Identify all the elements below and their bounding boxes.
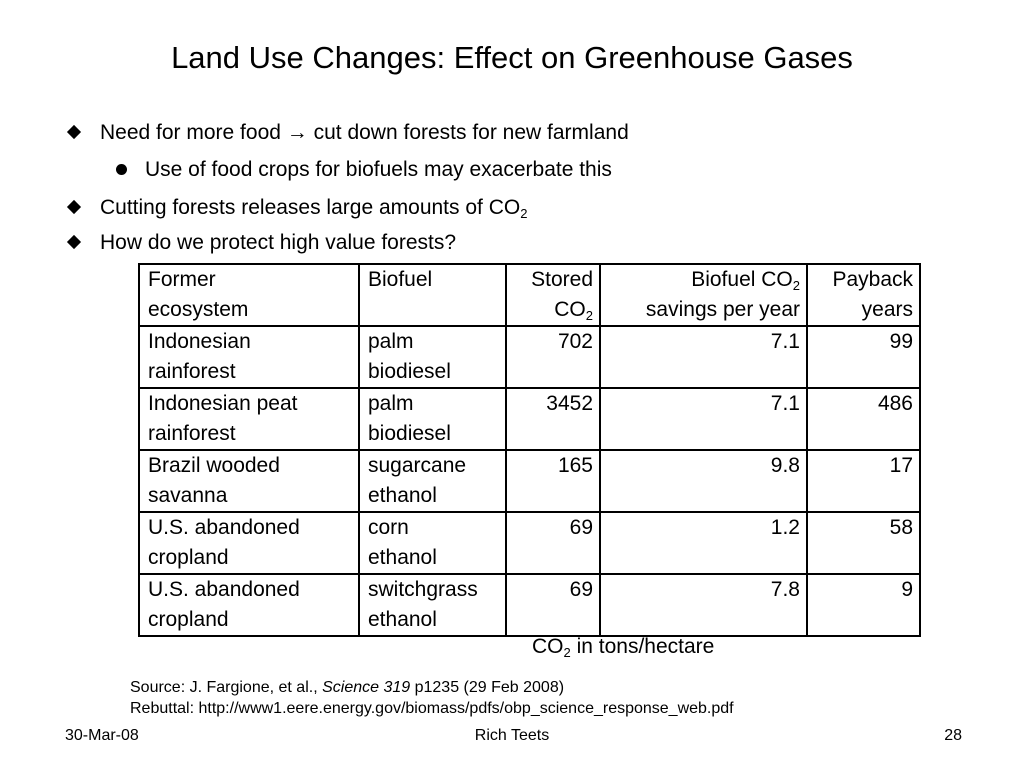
- footer-author: Rich Teets: [474, 727, 550, 744]
- bullet-text: Need for more food: [100, 121, 287, 144]
- header-biofuel: Biofuel: [358, 263, 507, 327]
- cell-biofuel: palm biodiesel: [358, 387, 507, 451]
- cell-payback: 58: [806, 511, 921, 575]
- cell-biofuel: switchgrass ethanol: [358, 573, 507, 637]
- cell-ecosystem: Indonesian peat rainforest: [138, 387, 360, 451]
- biofuel-data-table: Former ecosystem Biofuel Stored CO2 Biofue…: [138, 263, 921, 637]
- cell-payback: 486: [806, 387, 921, 451]
- cell-stored: 165: [505, 449, 601, 513]
- source-line: Source: J. Fargione, et al., Science 319…: [130, 679, 565, 696]
- cell-payback: 99: [806, 325, 921, 389]
- header-stored-co2: Stored CO2: [505, 263, 601, 327]
- header-former-ecosystem: Former ecosystem: [138, 263, 360, 327]
- table-row: Brazil wooded savanna sugarcane ethanol 16…: [138, 449, 921, 513]
- slide-title: Land Use Changes: Effect on Greenhouse G…: [171, 40, 853, 75]
- cell-savings: 7.1: [599, 387, 808, 451]
- cell-stored: 3452: [505, 387, 601, 451]
- table-row: Indonesian peat rainforest palm biodiesel …: [138, 387, 921, 451]
- cell-stored: 69: [505, 573, 601, 637]
- table-row: Indonesian rainforest palm biodiesel 702 7…: [138, 325, 921, 389]
- cell-savings: 7.1: [599, 325, 808, 389]
- right-arrow-icon: →: [286, 121, 308, 144]
- cell-savings: 1.2: [599, 511, 808, 575]
- cell-ecosystem: Indonesian rainforest: [138, 325, 360, 389]
- table-header-row: Former ecosystem Biofuel Stored CO2 Biofue…: [138, 263, 921, 327]
- cell-ecosystem: U.S. abandoned cropland: [138, 511, 360, 575]
- cell-stored: 69: [505, 511, 601, 575]
- cell-stored: 702: [505, 325, 601, 389]
- cell-savings: 7.8: [599, 573, 808, 637]
- journal-name: Science 319: [322, 679, 411, 696]
- header-biofuel-savings: Biofuel CO2 savings per year: [599, 263, 808, 327]
- cell-ecosystem: U.S. abandoned cropland: [138, 573, 360, 637]
- bullet-item-cutting: Cutting forests releases large amounts o…: [66, 194, 528, 222]
- cell-savings: 9.8: [599, 449, 808, 513]
- source-citation: Source: J. Fargione, et al., Science 319…: [130, 677, 734, 719]
- table-row: U.S. abandoned cropland switchgrass ethano…: [138, 573, 921, 637]
- header-payback-years: Payback years: [806, 263, 921, 327]
- footer-page-number: 28: [944, 727, 962, 744]
- round-bullet-icon: [116, 164, 127, 175]
- bullet-text: Cutting forests releases large amounts o…: [100, 196, 521, 219]
- units-note: CO2 in tons/hectare: [532, 635, 715, 660]
- cell-payback: 9: [806, 573, 921, 637]
- cell-ecosystem: Brazil wooded savanna: [138, 449, 360, 513]
- cell-biofuel: sugarcane ethanol: [358, 449, 507, 513]
- cell-payback: 17: [806, 449, 921, 513]
- cell-biofuel: corn ethanol: [358, 511, 507, 575]
- footer-date: 30-Mar-08: [65, 727, 139, 744]
- cell-biofuel: palm biodiesel: [358, 325, 507, 389]
- table-row: U.S. abandoned cropland corn ethanol 69 1.…: [138, 511, 921, 575]
- bullet-text: How do we protect high value forests?: [100, 231, 457, 254]
- bullet-text-continued: cut down forests for new farmland: [307, 121, 629, 144]
- sub-bullet-text: Use of food crops for biofuels may exace…: [145, 158, 612, 181]
- rebuttal-line: Rebuttal: http://www1.eere.energy.gov/bi…: [130, 700, 734, 717]
- bullet-item-food: Need for more food → cut down forests fo…: [66, 119, 629, 147]
- bullet-item-biofuels: Use of food crops for biofuels may exace…: [116, 156, 612, 184]
- bullet-item-protect: How do we protect high value forests?: [66, 229, 457, 257]
- subscript: 2: [520, 205, 528, 221]
